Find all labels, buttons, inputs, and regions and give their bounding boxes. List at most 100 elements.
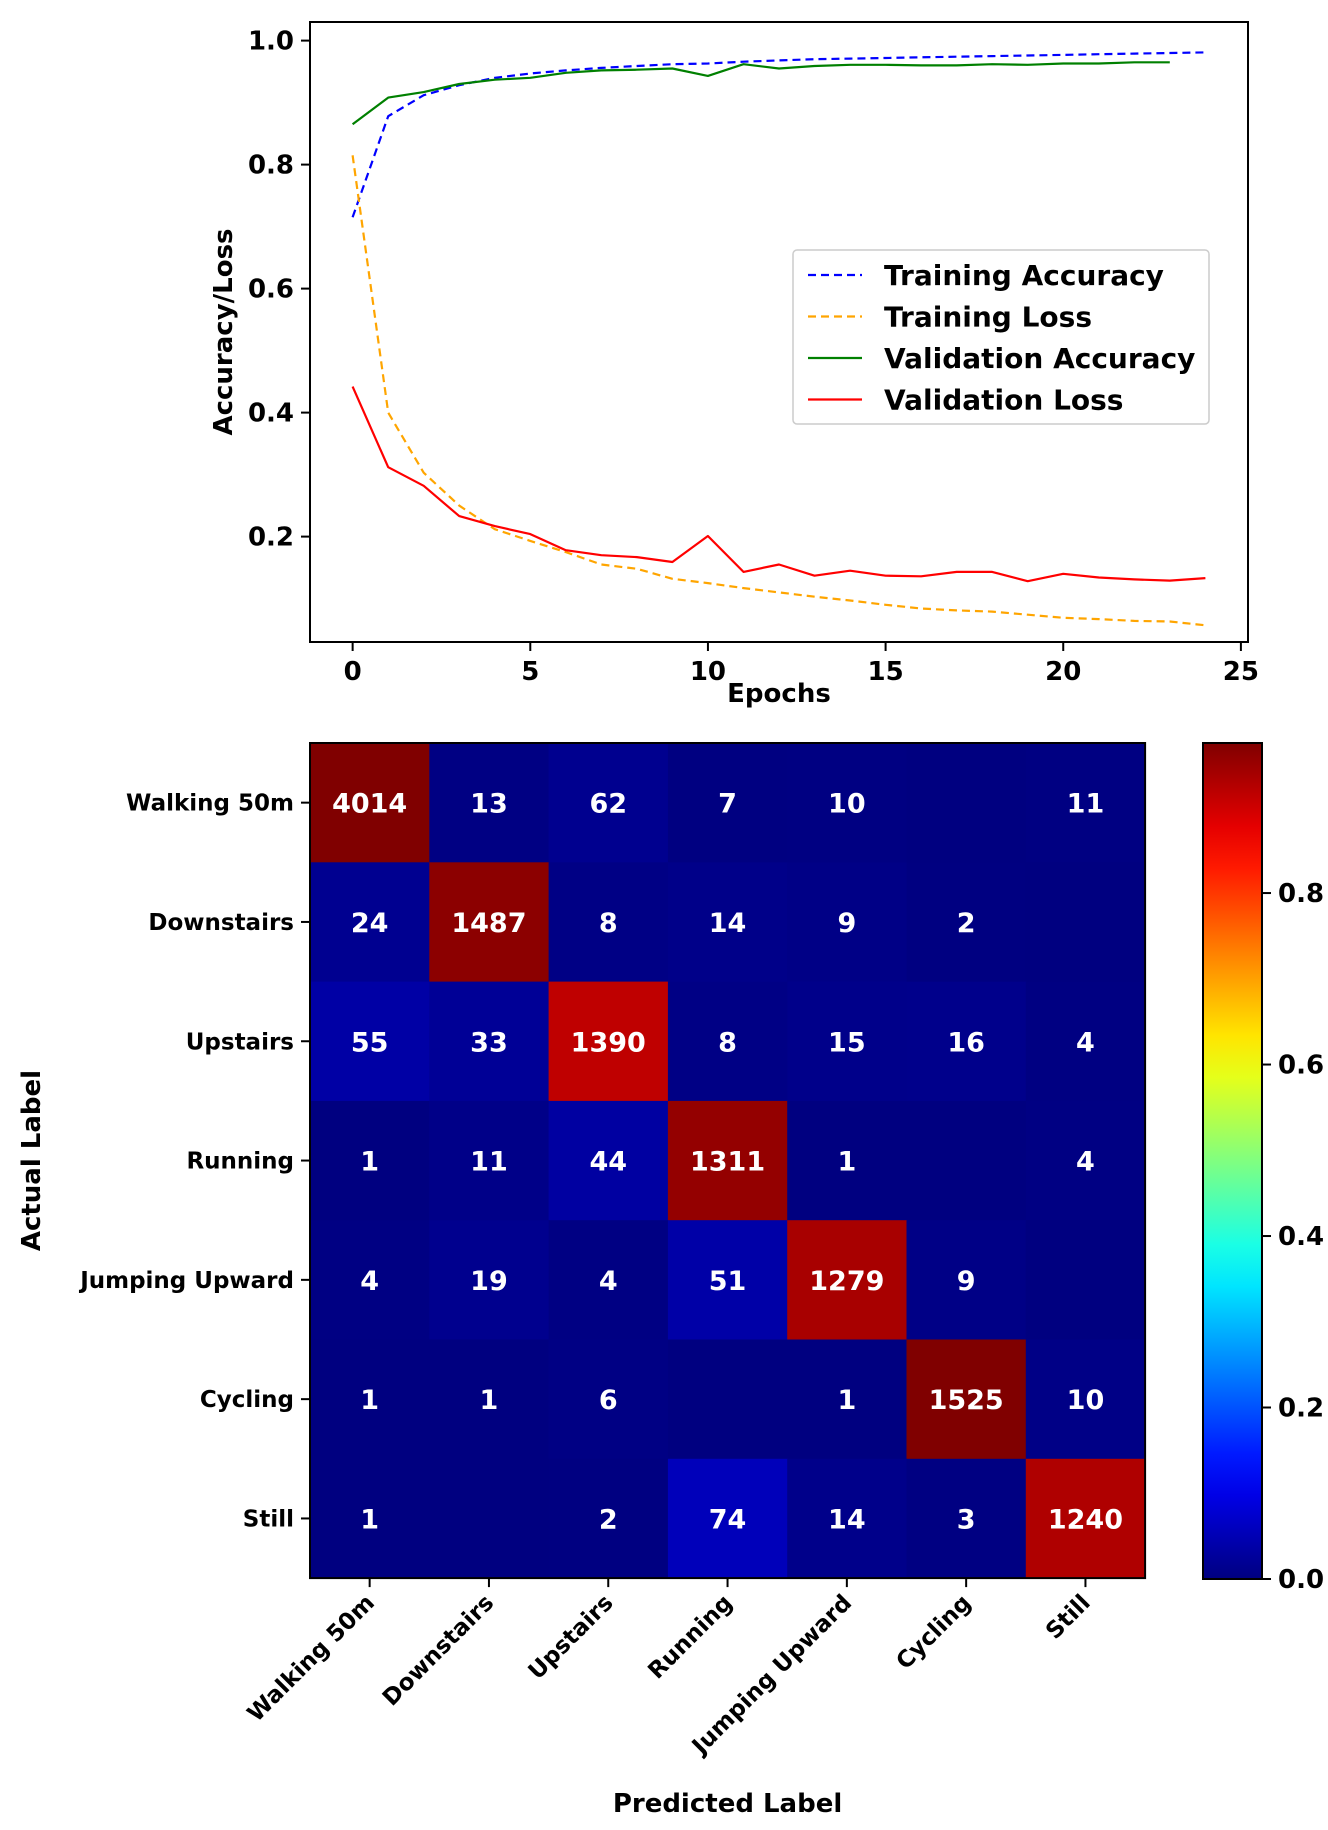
x-tick-label: 15 xyxy=(867,657,903,687)
cm-cell xyxy=(548,1100,669,1221)
cm-cell xyxy=(906,1339,1027,1460)
cm-cell-value: 74 xyxy=(709,1504,747,1535)
x-tick-label: 25 xyxy=(1223,657,1259,687)
legend-box xyxy=(792,249,1210,425)
cm-cell-value: 1525 xyxy=(929,1385,1004,1416)
y-tick-label: 0.8 xyxy=(248,151,294,181)
cm-cell xyxy=(667,1339,788,1460)
line-chart-legend: Training Accuracy Training Loss Validati… xyxy=(792,249,1210,425)
cm-cell xyxy=(310,981,430,1102)
cm-cell-value: 6 xyxy=(599,1385,618,1416)
y-tick-label-running: Running xyxy=(186,1149,294,1175)
y-tick-label-walking-50m: Walking 50m xyxy=(126,791,294,817)
cm-cell xyxy=(548,981,669,1102)
y-tick-label-upstairs: Upstairs xyxy=(186,1029,294,1055)
line-chart-x-axis-title: Epochs xyxy=(727,679,831,709)
cm-cell-value: 8 xyxy=(599,908,618,939)
cm-cell-value: 1279 xyxy=(809,1266,884,1297)
cm-cell xyxy=(906,1458,1027,1579)
cm-cell-value: 10 xyxy=(828,789,866,820)
cm-cell xyxy=(310,862,430,983)
colorbar-tick-label: 0.4 xyxy=(1278,1222,1324,1252)
cm-cell-value: 10 xyxy=(1067,1385,1105,1416)
cm-cell-value: 4 xyxy=(599,1266,618,1297)
cm-cell-value: 15 xyxy=(828,1027,866,1058)
colorbar: 0.0 0.2 0.4 0.6 0.8 xyxy=(1202,742,1324,1595)
x-tick-label: 10 xyxy=(690,657,726,687)
y-tick-label: 0.4 xyxy=(248,399,294,429)
cm-cell xyxy=(787,981,908,1102)
x-tick-label-downstairs: Downstairs xyxy=(378,1590,499,1711)
cm-cell xyxy=(667,1100,788,1221)
cm-cell xyxy=(310,743,430,863)
series-line-training-loss xyxy=(351,155,1206,627)
cm-cell xyxy=(548,1339,669,1460)
cm-cell-value: 4014 xyxy=(332,789,407,820)
cm-cell xyxy=(787,1100,908,1221)
x-tick-label: 20 xyxy=(1045,657,1081,687)
cm-cell-value: 14 xyxy=(828,1504,866,1535)
cm-cell-value: 11 xyxy=(470,1147,508,1178)
cm-cell xyxy=(787,1220,908,1341)
cm-cell xyxy=(310,1220,430,1341)
cm-cell-value: 1 xyxy=(360,1385,379,1416)
cm-cell xyxy=(310,1458,430,1579)
y-tick-label: 1.0 xyxy=(248,27,294,57)
confusion-matrix-x-axis-title: Predicted Label xyxy=(613,1789,842,1819)
cm-cell xyxy=(667,981,788,1102)
cm-cell xyxy=(429,1100,550,1221)
cm-cell-value: 1311 xyxy=(690,1147,765,1178)
y-tick-label: 0.2 xyxy=(248,523,294,553)
cm-cell xyxy=(787,1458,908,1579)
cm-cell xyxy=(906,743,1027,863)
cm-cell xyxy=(548,1458,669,1579)
x-tick-label-still: Still xyxy=(1041,1590,1096,1645)
y-tick-label-cycling: Cycling xyxy=(200,1387,294,1413)
cm-cell-value: 9 xyxy=(957,1266,976,1297)
cm-cell xyxy=(429,862,550,983)
cm-cell xyxy=(787,743,908,863)
cm-cell-value: 14 xyxy=(709,908,747,939)
cm-cell-value: 44 xyxy=(589,1147,627,1178)
y-tick-label-jumping-upward: Jumping Upward xyxy=(78,1268,294,1294)
cm-cell-value: 1 xyxy=(837,1385,856,1416)
cm-cell xyxy=(429,981,550,1102)
cm-cell xyxy=(906,862,1027,983)
cm-cell xyxy=(1025,743,1146,863)
colorbar-gradient xyxy=(1202,742,1263,1580)
cm-cell-value: 19 xyxy=(470,1266,508,1297)
y-tick-label-downstairs: Downstairs xyxy=(148,910,294,936)
colorbar-tick-label: 0.2 xyxy=(1278,1394,1324,1424)
cm-cell xyxy=(667,1220,788,1341)
cm-cell xyxy=(1025,1339,1146,1460)
cm-cell-value: 1240 xyxy=(1048,1504,1123,1535)
legend-label-training-accuracy: Training Accuracy xyxy=(884,259,1164,292)
cm-cell xyxy=(310,1100,430,1221)
cm-cell xyxy=(1025,1100,1146,1221)
x-tick-label: 5 xyxy=(521,657,539,687)
cm-cell xyxy=(429,743,550,863)
cm-cell-value: 1487 xyxy=(451,908,526,939)
cm-cell xyxy=(667,743,788,863)
cm-cell xyxy=(787,1339,908,1460)
colorbar-tick-label: 0.8 xyxy=(1278,879,1324,909)
cm-cell-value: 4 xyxy=(360,1266,379,1297)
cm-cell-value: 1 xyxy=(480,1385,499,1416)
colorbar-tick-label: 0.0 xyxy=(1278,1565,1324,1595)
y-tick-label: 0.6 xyxy=(248,275,294,305)
cm-cell-value: 11 xyxy=(1067,789,1105,820)
legend-label-validation-loss: Validation Loss xyxy=(884,384,1123,417)
cm-cell-value: 1 xyxy=(360,1504,379,1535)
cm-cell xyxy=(429,1339,550,1460)
y-tick-label-still: Still xyxy=(243,1506,294,1532)
cm-cell xyxy=(1025,1220,1146,1341)
cm-cell-value: 2 xyxy=(957,908,976,939)
cm-cell-value: 8 xyxy=(718,1027,737,1058)
series-line-training-accuracy xyxy=(351,51,1206,218)
cm-cell-value: 4 xyxy=(1076,1027,1095,1058)
cm-cell xyxy=(787,862,908,983)
legend-label-validation-accuracy: Validation Accuracy xyxy=(884,342,1195,375)
cm-cell-value: 9 xyxy=(837,908,856,939)
